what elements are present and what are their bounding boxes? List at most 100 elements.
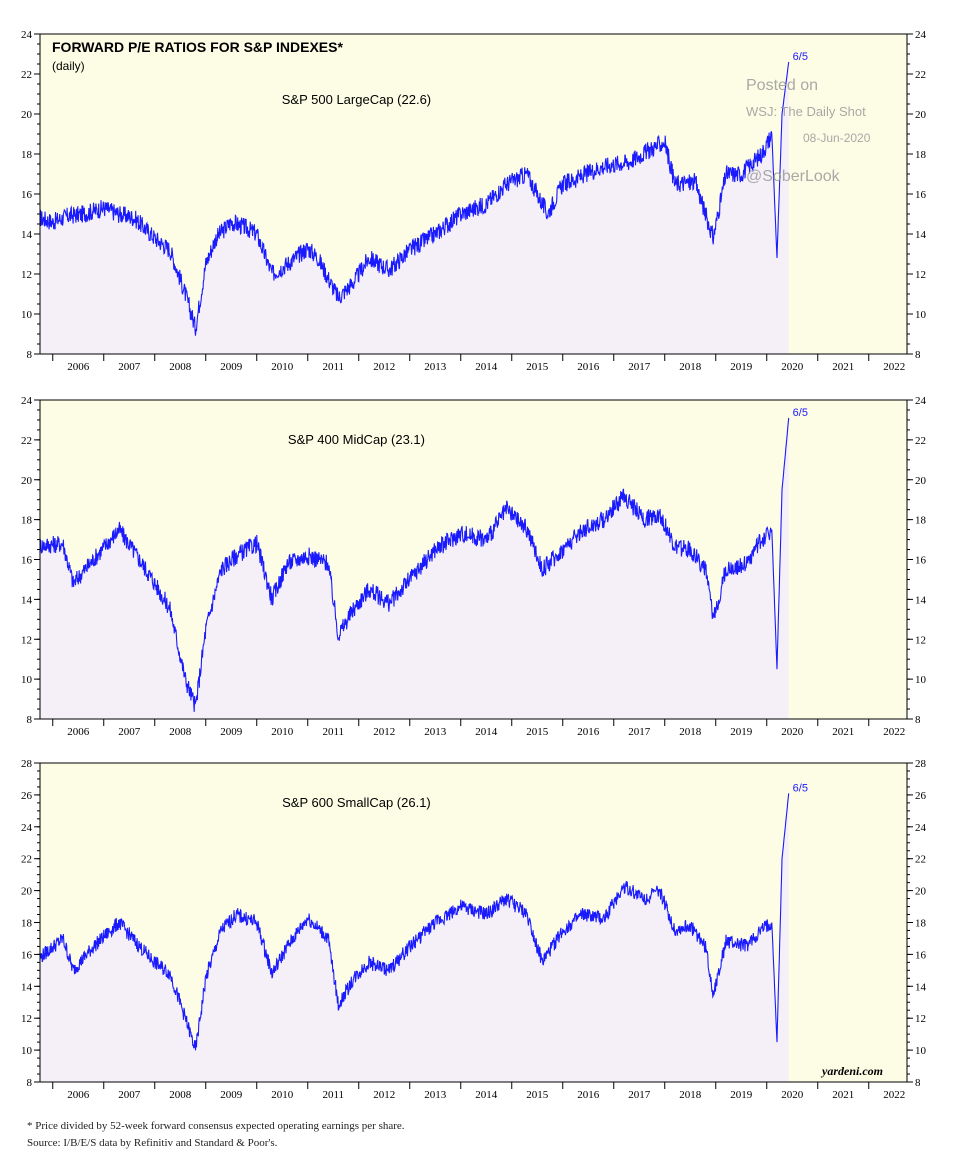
x-tick-label: 2007 <box>118 726 141 738</box>
y-tick-label-right: 20 <box>915 886 927 898</box>
x-tick-label: 2022 <box>883 1089 905 1101</box>
y-tick-label-right: 16 <box>915 555 927 567</box>
x-tick-label: 2007 <box>118 361 141 373</box>
y-tick-label-left: 14 <box>21 229 33 241</box>
x-tick-label: 2015 <box>526 726 549 738</box>
past-area <box>40 62 789 354</box>
footnote-source: Source: I/B/E/S data by Refinitiv and St… <box>27 1137 278 1149</box>
x-tick-label: 2013 <box>424 726 447 738</box>
y-tick-label-right: 16 <box>915 949 927 961</box>
x-tick-label: 2014 <box>475 726 498 738</box>
y-tick-label-right: 8 <box>915 714 921 726</box>
y-tick-label-right: 16 <box>915 189 927 201</box>
x-tick-label: 2020 <box>781 1089 804 1101</box>
y-tick-label-left: 22 <box>21 854 32 866</box>
y-tick-label-right: 14 <box>915 594 927 606</box>
x-tick-label: 2016 <box>577 726 600 738</box>
x-tick-label: 2006 <box>67 726 90 738</box>
x-tick-label: 2010 <box>271 726 294 738</box>
y-tick-label-left: 18 <box>21 515 33 527</box>
y-tick-label-left: 10 <box>21 674 33 686</box>
y-tick-label-left: 12 <box>21 269 32 281</box>
x-tick-label: 2015 <box>526 1089 549 1101</box>
y-tick-label-right: 26 <box>915 790 927 802</box>
x-tick-label: 2016 <box>577 1089 600 1101</box>
y-tick-label-right: 22 <box>915 435 926 447</box>
y-tick-label-left: 12 <box>21 1013 32 1025</box>
x-tick-label: 2008 <box>169 726 192 738</box>
y-tick-label-left: 12 <box>21 634 32 646</box>
y-tick-label-left: 8 <box>27 349 33 361</box>
series-label: S&P 500 LargeCap (22.6) <box>282 92 431 107</box>
x-tick-label: 2015 <box>526 361 549 373</box>
y-tick-label-left: 16 <box>21 555 33 567</box>
past-area <box>40 793 789 1082</box>
x-tick-label: 2020 <box>781 726 804 738</box>
x-tick-label: 2013 <box>424 361 447 373</box>
y-tick-label-left: 16 <box>21 949 33 961</box>
y-tick-label-right: 18 <box>915 149 927 161</box>
y-tick-label-left: 22 <box>21 435 32 447</box>
series-label: S&P 400 MidCap (23.1) <box>288 432 425 447</box>
y-tick-label-right: 10 <box>915 674 927 686</box>
y-tick-label-right: 20 <box>915 475 927 487</box>
y-tick-label-right: 18 <box>915 918 927 930</box>
y-tick-label-right: 20 <box>915 109 927 121</box>
y-tick-label-left: 18 <box>21 918 33 930</box>
x-tick-label: 2010 <box>271 361 294 373</box>
x-tick-label: 2016 <box>577 361 600 373</box>
x-tick-label: 2011 <box>322 361 344 373</box>
y-tick-label-right: 12 <box>915 634 926 646</box>
x-tick-label: 2019 <box>730 1089 753 1101</box>
watermark-line2: WSJ: The Daily Shot <box>746 104 866 119</box>
y-tick-label-left: 20 <box>21 886 33 898</box>
x-tick-label: 2019 <box>730 726 753 738</box>
x-tick-label: 2006 <box>67 361 90 373</box>
y-tick-label-right: 28 <box>915 758 927 770</box>
y-tick-label-left: 22 <box>21 69 32 81</box>
x-tick-label: 2022 <box>883 726 905 738</box>
y-tick-label-right: 24 <box>915 395 927 407</box>
y-tick-label-left: 20 <box>21 475 33 487</box>
y-tick-label-left: 14 <box>21 981 33 993</box>
y-tick-label-right: 24 <box>915 822 927 834</box>
end-date-label: 6/5 <box>793 782 808 794</box>
series-line <box>39 417 790 712</box>
x-tick-label: 2009 <box>220 726 243 738</box>
series-line <box>39 793 790 1051</box>
x-tick-label: 2008 <box>169 1089 192 1101</box>
chart-title: FORWARD P/E RATIOS FOR S&P INDEXES* <box>52 39 343 55</box>
x-tick-label: 2012 <box>373 1089 395 1101</box>
yardeni-credit: yardeni.com <box>820 1064 883 1078</box>
y-tick-label-left: 14 <box>21 594 33 606</box>
y-tick-label-right: 8 <box>915 349 921 361</box>
x-tick-label: 2022 <box>883 361 905 373</box>
watermark-line4: @SoberLook <box>746 168 841 185</box>
y-tick-label-left: 10 <box>21 1045 33 1057</box>
y-tick-label-right: 14 <box>915 229 927 241</box>
x-tick-label: 2009 <box>220 1089 243 1101</box>
y-tick-label-left: 26 <box>21 790 33 802</box>
x-tick-label: 2017 <box>628 726 651 738</box>
y-tick-label-left: 8 <box>27 1077 33 1089</box>
y-tick-label-left: 8 <box>27 714 33 726</box>
x-tick-label: 2021 <box>832 361 854 373</box>
x-tick-label: 2006 <box>67 1089 90 1101</box>
x-tick-label: 2018 <box>679 361 702 373</box>
x-tick-label: 2011 <box>322 1089 344 1101</box>
x-tick-label: 2021 <box>832 726 854 738</box>
x-tick-label: 2019 <box>730 361 753 373</box>
x-tick-label: 2007 <box>118 1089 141 1101</box>
x-tick-label: 2020 <box>781 361 804 373</box>
y-tick-label-left: 10 <box>21 309 33 321</box>
x-tick-label: 2012 <box>373 726 395 738</box>
chart-subtitle: (daily) <box>52 59 85 73</box>
x-tick-label: 2010 <box>271 1089 294 1101</box>
y-tick-label-left: 20 <box>21 109 33 121</box>
y-tick-label-left: 16 <box>21 189 33 201</box>
end-date-label: 6/5 <box>793 407 808 419</box>
footnotes: * Price divided by 52-week forward conse… <box>27 1118 927 1152</box>
y-tick-label-right: 10 <box>915 1045 927 1057</box>
x-tick-label: 2021 <box>832 1089 854 1101</box>
